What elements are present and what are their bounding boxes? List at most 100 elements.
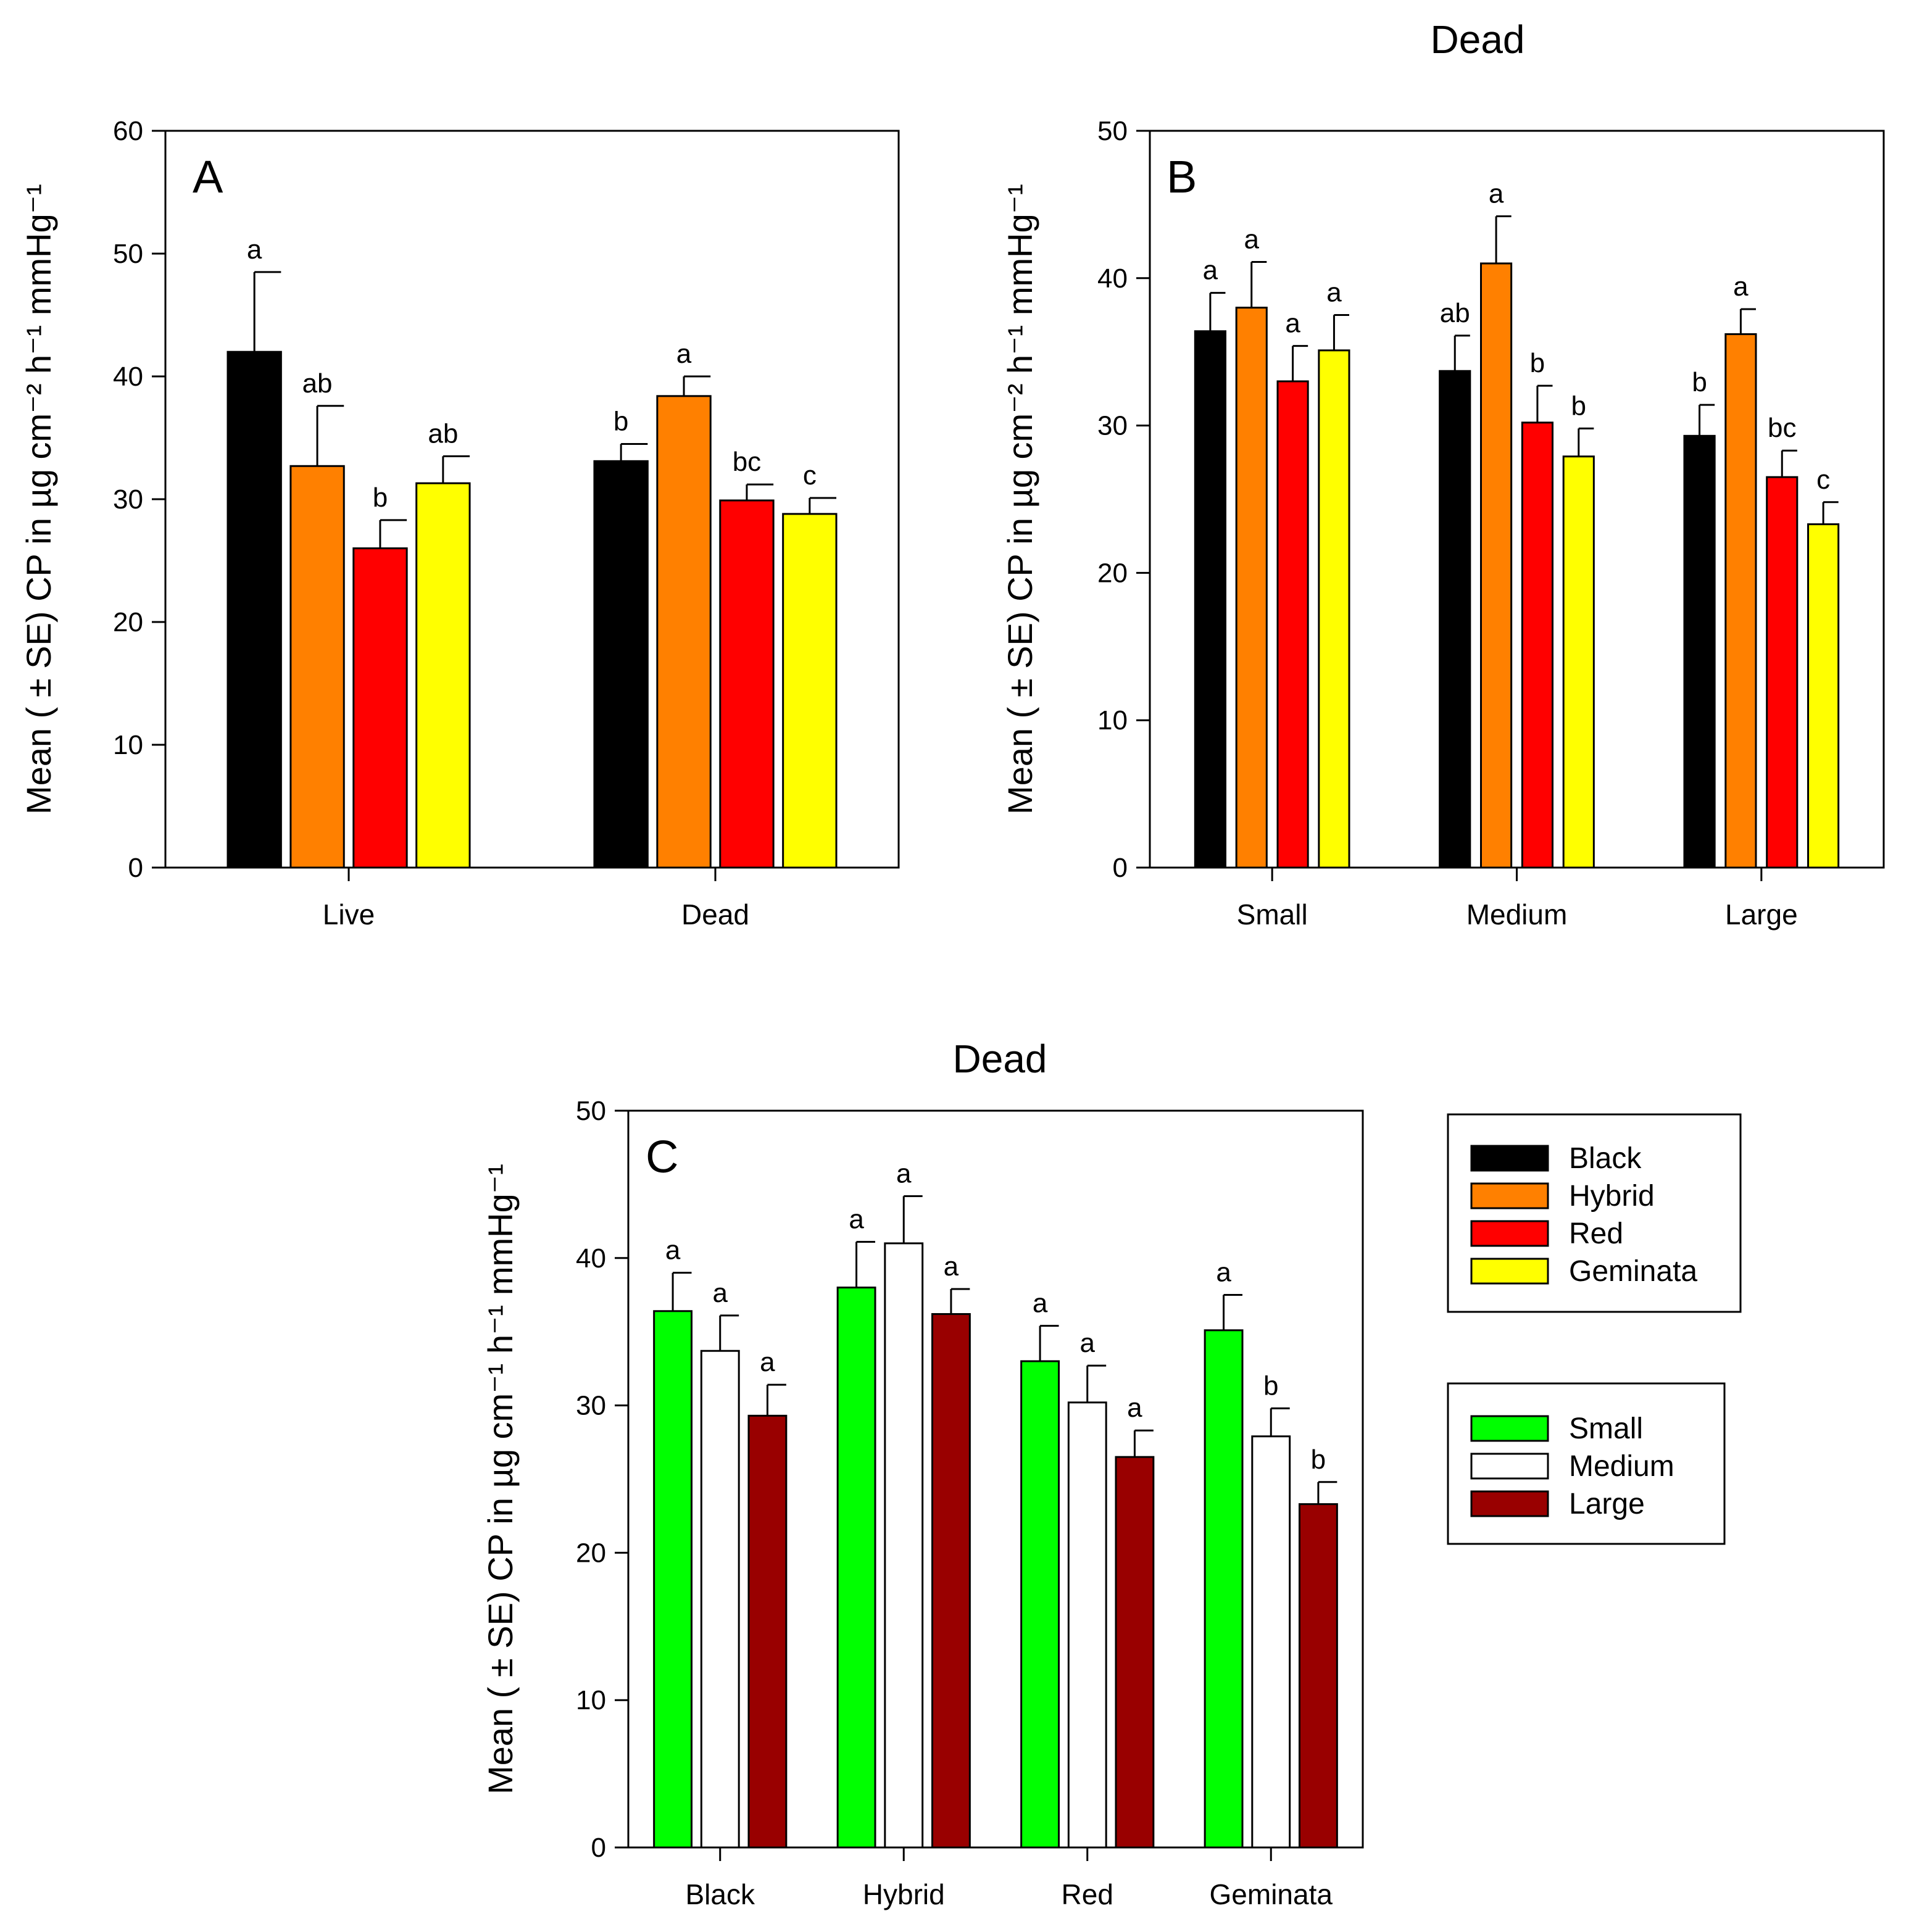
significance-letter: a <box>1326 278 1342 308</box>
y-tick-label: 50 <box>1097 116 1128 146</box>
bar <box>1115 1456 1155 1849</box>
legend-label: Red <box>1569 1217 1623 1250</box>
legend-swatch <box>1470 1220 1549 1247</box>
bar <box>1683 434 1716 869</box>
bar <box>656 395 712 869</box>
y-tick-label: 50 <box>113 239 143 269</box>
bar <box>1204 1329 1244 1849</box>
bar <box>1766 476 1799 869</box>
significance-letter: bc <box>733 447 761 477</box>
significance-letter: a <box>944 1251 959 1282</box>
chart-panel-b: 0 10 20 30 40 50 Mean ( ± SE) CP in µg cm⁻² h⁻… <box>1000 17 1885 931</box>
legend-label: Medium <box>1569 1450 1674 1483</box>
bar <box>747 1414 788 1849</box>
legend-label: Small <box>1569 1412 1643 1445</box>
y-tick-label: 40 <box>576 1243 606 1274</box>
significance-letter: b <box>1530 348 1545 378</box>
chart-panel-a: 0 10 20 30 40 50 60 Mean ( ± SE) CP in µg cm⁻² … <box>19 116 900 931</box>
significance-letter: a <box>1203 255 1218 286</box>
y-tick-label: 40 <box>113 362 143 392</box>
significance-letter: c <box>1816 465 1830 495</box>
bar <box>700 1349 740 1849</box>
bar <box>1067 1401 1107 1849</box>
bar <box>289 465 345 869</box>
panel-letter: C <box>646 1131 678 1182</box>
bar <box>1194 330 1226 869</box>
bar <box>719 499 775 869</box>
plot-frame <box>627 1109 1364 1849</box>
chart-title: Dead <box>1431 17 1525 62</box>
chart-title: Dead <box>953 1037 1047 1081</box>
bar <box>352 547 408 869</box>
significance-letter: a <box>1216 1258 1231 1288</box>
bar <box>1562 455 1595 869</box>
significance-letter: b <box>1263 1370 1278 1401</box>
legend-2: Small Medium Large <box>1447 1382 1726 1545</box>
legend-swatch <box>1470 1182 1549 1209</box>
significance-letter: ab <box>428 418 458 449</box>
bar <box>593 460 649 869</box>
y-tick-label: 0 <box>1113 853 1128 883</box>
y-axis-label: Mean ( ± SE) CP in µg cm⁻¹ h⁻¹ mmHg⁻¹ <box>481 1164 520 1794</box>
bar <box>1251 1435 1291 1849</box>
bar <box>1298 1503 1338 1849</box>
significance-letter: ab <box>1440 298 1470 328</box>
bar <box>653 1310 693 1849</box>
bar <box>836 1287 876 1849</box>
x-tick-label: Red <box>1062 1878 1113 1910</box>
significance-letter: a <box>1080 1328 1096 1358</box>
legend-swatch <box>1470 1145 1549 1172</box>
bar <box>1807 523 1840 869</box>
panel-letter: A <box>193 151 223 202</box>
y-tick-label: 30 <box>1097 411 1128 441</box>
x-tick-label: Large <box>1725 898 1798 931</box>
significance-letter: ab <box>302 368 333 399</box>
bar <box>884 1242 924 1849</box>
y-tick-label: 20 <box>576 1538 606 1568</box>
y-tick-label: 30 <box>113 484 143 515</box>
bar <box>1235 307 1268 869</box>
y-tick-label: 60 <box>113 116 143 146</box>
significance-letter: a <box>665 1235 681 1266</box>
significance-letter: a <box>1127 1393 1142 1423</box>
bar <box>1439 370 1471 869</box>
bar <box>1480 262 1513 869</box>
significance-letter: a <box>1285 309 1300 339</box>
significance-letter: c <box>803 460 817 491</box>
bar <box>1318 349 1350 869</box>
bar <box>1276 380 1309 869</box>
significance-letter: b <box>373 483 388 513</box>
significance-letter: a <box>247 234 262 265</box>
legend-label: Hybrid <box>1569 1180 1655 1213</box>
significance-letter: a <box>760 1347 775 1377</box>
y-tick-label: 10 <box>113 730 143 760</box>
significance-letter: b <box>613 406 628 436</box>
y-tick-label: 30 <box>576 1391 606 1421</box>
y-tick-label: 10 <box>1097 705 1128 736</box>
significance-letter: b <box>1571 391 1586 421</box>
significance-letter: a <box>849 1204 864 1235</box>
y-tick-label: 50 <box>576 1096 606 1126</box>
significance-letter: a <box>713 1278 728 1308</box>
y-tick-label: 0 <box>591 1833 606 1863</box>
bar <box>415 482 471 869</box>
y-tick-label: 10 <box>576 1685 606 1715</box>
legend-label: Geminata <box>1569 1255 1697 1288</box>
significance-letter: a <box>676 339 692 369</box>
legend-label: Large <box>1569 1488 1645 1520</box>
significance-letter: bc <box>1768 413 1796 443</box>
y-tick-label: 0 <box>128 853 143 883</box>
bar <box>931 1313 971 1849</box>
x-tick-label: Medium <box>1466 898 1568 931</box>
significance-letter: a <box>1033 1288 1048 1319</box>
y-axis-label: Mean ( ± SE) CP in µg cm⁻² h⁻¹ mmHg⁻¹ <box>19 184 58 815</box>
significance-letter: a <box>896 1159 912 1189</box>
bar <box>1724 333 1757 869</box>
x-tick-label: Live <box>323 898 375 931</box>
bar <box>782 513 838 869</box>
y-tick-label: 40 <box>1097 263 1128 294</box>
significance-letter: b <box>1692 367 1707 397</box>
x-tick-label: Geminata <box>1210 1878 1333 1910</box>
x-tick-label: Small <box>1237 898 1308 931</box>
